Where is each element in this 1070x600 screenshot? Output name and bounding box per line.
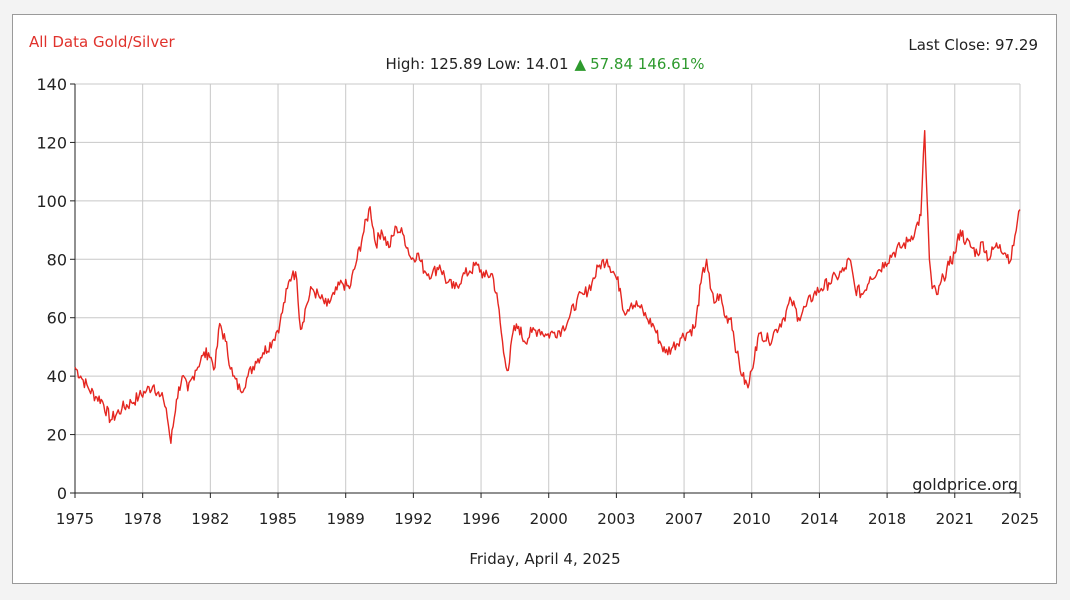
x-tick-label-1985: 1985 <box>259 510 297 528</box>
change-text: 57.84 146.61% <box>590 55 704 73</box>
x-axis-ticks: 1975 1978 1982 1985 1989 1992 1996 2000 2003 2007… <box>56 493 1039 528</box>
last-close-label: Last Close: 97.29 <box>908 36 1038 54</box>
gridlines <box>75 83 1021 493</box>
y-tick-label-120: 120 <box>36 133 67 152</box>
x-tick-label-2010: 2010 <box>733 510 771 528</box>
x-tick-label-2018: 2018 <box>868 510 906 528</box>
x-tick-label-2003: 2003 <box>597 510 635 528</box>
y-tick-label-60: 60 <box>47 309 67 328</box>
x-tick-label-2007: 2007 <box>665 510 703 528</box>
y-tick-label-40: 40 <box>47 367 67 386</box>
date-label: Friday, April 4, 2025 <box>469 550 620 568</box>
x-tick-label-1992: 1992 <box>394 510 432 528</box>
up-triangle-icon: ▲ <box>575 55 587 73</box>
high-low-text: High: 125.89 Low: 14.01 <box>385 55 568 73</box>
chart-frame: 1975 1978 1982 1985 1989 1992 1996 2000 2003 2007… <box>12 14 1057 584</box>
axes <box>74 84 1020 494</box>
x-tick-label-1989: 1989 <box>327 510 365 528</box>
x-tick-label-2000: 2000 <box>530 510 568 528</box>
x-tick-label-2025: 2025 <box>1001 510 1039 528</box>
y-axis-ticks: 0 20 40 60 80 100 120 140 <box>36 75 75 503</box>
watermark-text: goldprice.org <box>912 475 1018 494</box>
y-tick-label-100: 100 <box>36 192 67 211</box>
high-low-summary: High: 125.89 Low: 14.01 ▲ 57.84 146.61% <box>385 55 704 73</box>
y-tick-label-20: 20 <box>47 426 67 445</box>
x-tick-label-1982: 1982 <box>191 510 229 528</box>
x-tick-label-1996: 1996 <box>462 510 500 528</box>
x-tick-label-1978: 1978 <box>124 510 162 528</box>
x-tick-label-2021: 2021 <box>936 510 974 528</box>
chart-canvas: 1975 1978 1982 1985 1989 1992 1996 2000 2003 2007… <box>29 33 1039 568</box>
x-tick-label-1975: 1975 <box>56 510 94 528</box>
y-tick-label-0: 0 <box>57 484 67 503</box>
chart-title: All Data Gold/Silver <box>29 33 175 51</box>
x-tick-label-2014: 2014 <box>800 510 838 528</box>
y-tick-label-80: 80 <box>47 250 67 269</box>
series-line-gold-silver <box>74 130 1021 444</box>
y-tick-label-140: 140 <box>36 75 67 94</box>
